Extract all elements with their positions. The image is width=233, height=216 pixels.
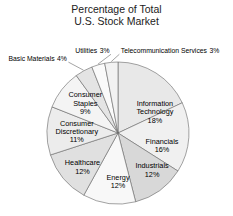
data-label: 12% bbox=[75, 167, 90, 176]
leader-line bbox=[111, 54, 119, 61]
data-label: 18% bbox=[148, 116, 163, 125]
data-label: 12% bbox=[145, 170, 160, 179]
category-label: Basic Materials bbox=[8, 55, 55, 62]
leader-line bbox=[68, 62, 83, 70]
chart: Percentage of TotalU.S. Stock Market Info… bbox=[0, 0, 233, 216]
data-label: 16% bbox=[155, 145, 170, 154]
slices bbox=[47, 62, 189, 204]
data-label: 11% bbox=[70, 135, 85, 144]
category-label: Utilities bbox=[75, 47, 98, 54]
data-label: 9% bbox=[80, 107, 91, 116]
slice-label: InformationTechnology bbox=[136, 99, 173, 116]
slice bbox=[105, 62, 118, 133]
category-label: Telecommunication Services bbox=[121, 47, 208, 54]
outside-label: Utilities3% bbox=[75, 47, 109, 54]
slice-label: ConsumerDiscretionary bbox=[56, 119, 99, 136]
data-label: 3% bbox=[100, 47, 110, 54]
labels: InformationTechnology18%Financials16%Ind… bbox=[8, 47, 219, 190]
slice-label: ConsumerStaples bbox=[69, 90, 103, 107]
outside-label: Telecommunication Services3% bbox=[121, 47, 219, 54]
outside-label: Basic Materials4% bbox=[8, 55, 66, 62]
data-label: 3% bbox=[209, 47, 219, 54]
data-label: 12% bbox=[111, 181, 126, 190]
data-label: 4% bbox=[57, 55, 67, 62]
leader-line bbox=[98, 54, 111, 64]
title: Percentage of TotalU.S. Stock Market bbox=[71, 3, 161, 27]
